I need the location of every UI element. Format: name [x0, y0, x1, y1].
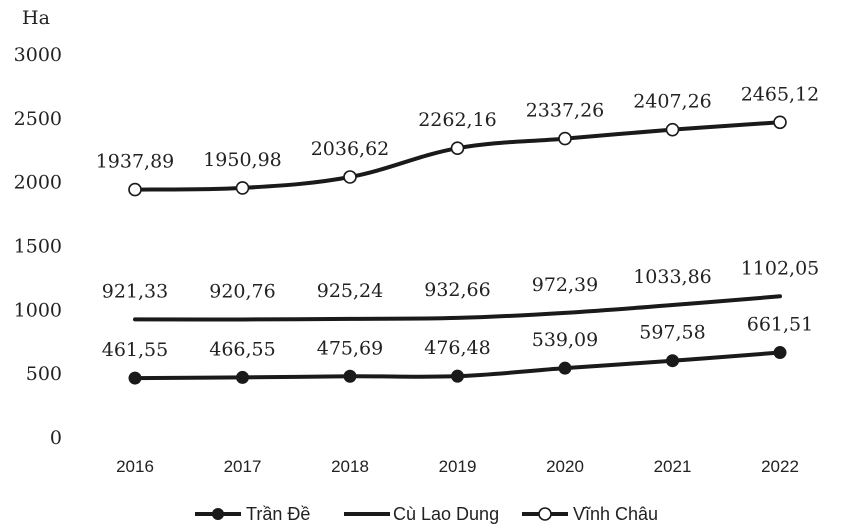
data-point [235, 181, 250, 195]
legend-marker [212, 508, 224, 520]
data-label: 661,51 [747, 314, 813, 336]
x-tick-label: 2019 [439, 457, 477, 476]
data-point [558, 131, 572, 146]
y-tick-label: 1500 [14, 236, 62, 258]
data-point [665, 122, 680, 137]
y-tick-label: 1000 [14, 299, 62, 321]
data-point [451, 369, 464, 383]
data-point [558, 361, 572, 375]
legend-marker [538, 507, 552, 521]
data-point [128, 371, 142, 385]
data-label: 475,69 [317, 337, 383, 359]
data-label: 932,66 [424, 279, 490, 301]
data-label: 2407,26 [633, 91, 712, 113]
legend: Trần Đề Cù Lao Dung Vĩnh Châu [195, 504, 658, 524]
series-line [133, 294, 782, 322]
series-lines [128, 115, 787, 385]
legend-label: Vĩnh Châu [573, 504, 658, 524]
data-point [128, 182, 142, 197]
data-point [343, 170, 357, 184]
legend-label: Trần Đề [246, 504, 310, 524]
y-tick-label: 3000 [14, 44, 62, 66]
data-label: 2337,26 [526, 100, 605, 122]
data-label: 466,55 [209, 338, 275, 360]
data-label: 920,76 [209, 280, 275, 302]
data-label: 2465,12 [741, 83, 820, 105]
data-label: 461,55 [102, 339, 168, 361]
data-label: 925,24 [317, 280, 383, 302]
data-point [773, 346, 787, 360]
y-tick-label: 0 [50, 427, 62, 449]
data-label: 921,33 [102, 280, 168, 302]
data-label: 972,39 [532, 274, 598, 296]
x-tick-label: 2021 [654, 457, 692, 476]
data-point [236, 370, 249, 384]
x-tick-label: 2016 [116, 457, 154, 476]
y-axis-unit-label: Ha [22, 7, 50, 29]
y-tick-label: 500 [26, 363, 62, 385]
data-label: 2262,16 [418, 109, 497, 131]
data-label: 1950,98 [203, 149, 282, 171]
y-tick-label: 2500 [14, 108, 62, 130]
data-label: 1033,86 [633, 266, 712, 288]
data-point [773, 115, 787, 130]
data-label: 2036,62 [311, 138, 390, 160]
y-axis-ticks: 0 500 1000 1500 2000 2500 3000 [14, 44, 62, 449]
data-point [343, 369, 357, 383]
data-label: 1102,05 [741, 257, 820, 279]
data-label: 476,48 [424, 337, 490, 359]
data-label: 597,58 [639, 322, 705, 344]
legend-label: Cù Lao Dung [393, 504, 499, 524]
x-tick-label: 2022 [761, 457, 799, 476]
x-tick-label: 2020 [546, 457, 584, 476]
data-labels: 461,55 466,55 475,69 476,48 539,09 597,58 661,… [96, 83, 820, 361]
x-axis-ticks: 2016 2017 2018 2019 2020 2021 2022 [116, 457, 799, 476]
data-point [450, 141, 465, 155]
data-label: 1937,89 [96, 151, 175, 173]
data-point [666, 354, 679, 368]
data-label: 539,09 [532, 329, 598, 351]
x-tick-label: 2018 [331, 457, 369, 476]
x-tick-label: 2017 [224, 457, 262, 476]
y-tick-label: 2000 [14, 172, 62, 194]
